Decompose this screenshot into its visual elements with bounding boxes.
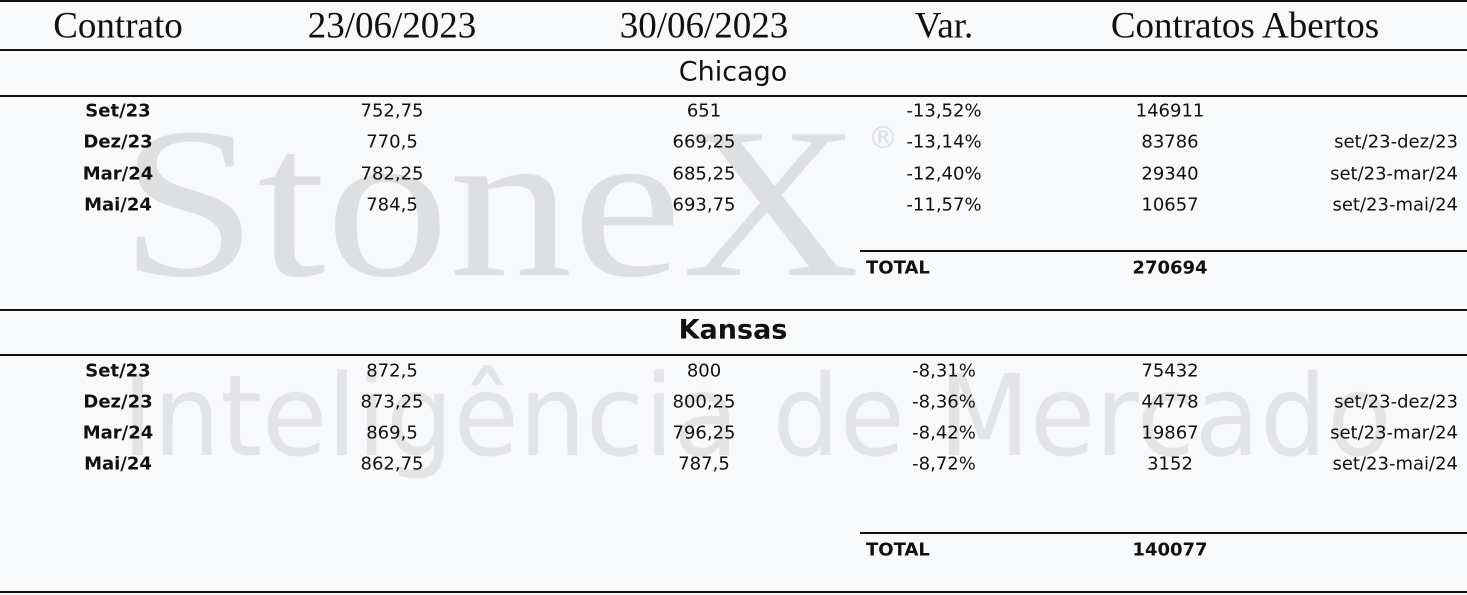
cell: 862,75 (360, 453, 424, 475)
contract-name: Mar/24 (82, 422, 154, 444)
header-cell: Contratos Abertos (1110, 5, 1380, 47)
watermark-tagline: Inteligência de Mercado (122, 352, 1392, 482)
spread-cell: set/23-mai/24 (1332, 453, 1458, 475)
contract-name: Mai/24 (84, 453, 152, 475)
cell: 782,25 (360, 163, 424, 185)
cell: 693,75 (672, 194, 736, 216)
cell: -8,36% (912, 391, 976, 413)
cell: 800,25 (672, 391, 736, 413)
rule (0, 0, 1467, 2)
cell: 83786 (1141, 131, 1199, 153)
spread-cell: set/23-mai/24 (1332, 194, 1458, 216)
cell: 10657 (1141, 194, 1199, 216)
total-label: TOTAL (866, 539, 930, 561)
cell: -8,72% (912, 453, 976, 475)
section-title: Kansas (678, 314, 788, 346)
cell: -8,31% (912, 360, 976, 382)
contract-name: Set/23 (85, 100, 151, 122)
cell: 146911 (1135, 100, 1205, 122)
rule (0, 95, 1467, 97)
contract-name: Mai/24 (84, 194, 152, 216)
rule (0, 354, 1467, 356)
cell: 29340 (1141, 163, 1199, 185)
cell: 787,5 (678, 453, 730, 475)
cell: -11,57% (906, 194, 982, 216)
rule (860, 250, 1467, 252)
spread-cell: set/23-mar/24 (1330, 422, 1458, 444)
section-title: Chicago (678, 56, 788, 88)
cell: 770,5 (366, 131, 418, 153)
cell: 685,25 (672, 163, 736, 185)
watermark-mark: ® (868, 121, 898, 156)
cell: 869,5 (366, 422, 418, 444)
cell: -12,40% (906, 163, 982, 185)
total-value: 270694 (1132, 257, 1208, 279)
spread-cell: set/23-dez/23 (1334, 131, 1458, 153)
cell: -13,52% (906, 100, 982, 122)
cell: 800 (686, 360, 722, 382)
cell: 3152 (1147, 453, 1193, 475)
contract-name: Dez/23 (83, 131, 153, 153)
cell: 752,75 (360, 100, 424, 122)
total-label: TOTAL (866, 257, 930, 279)
spread-cell: set/23-dez/23 (1334, 391, 1458, 413)
cell: -8,42% (912, 422, 976, 444)
header-cell: 30/06/2023 (619, 5, 789, 47)
cell: 44778 (1141, 391, 1199, 413)
cell: 796,25 (672, 422, 736, 444)
cell: 669,25 (672, 131, 736, 153)
cell: 75432 (1141, 360, 1199, 382)
header-cell: Contrato (53, 5, 183, 47)
contract-name: Dez/23 (83, 391, 153, 413)
spread-cell: set/23-mar/24 (1330, 163, 1458, 185)
rule (0, 309, 1467, 311)
cell: -13,14% (906, 131, 982, 153)
cell: 784,5 (366, 194, 418, 216)
rule (0, 591, 1467, 593)
contract-name: Set/23 (85, 360, 151, 382)
total-value: 140077 (1132, 539, 1208, 561)
cell: 873,25 (360, 391, 424, 413)
contract-name: Mar/24 (82, 163, 154, 185)
cell: 651 (686, 100, 722, 122)
watermark-brand: StoneX (120, 83, 860, 322)
cell: 872,5 (366, 360, 418, 382)
rule (860, 532, 1467, 534)
cell: 19867 (1141, 422, 1199, 444)
header-cell: 23/06/2023 (307, 5, 477, 47)
header-cell: Var. (914, 5, 974, 47)
rule (0, 49, 1467, 51)
